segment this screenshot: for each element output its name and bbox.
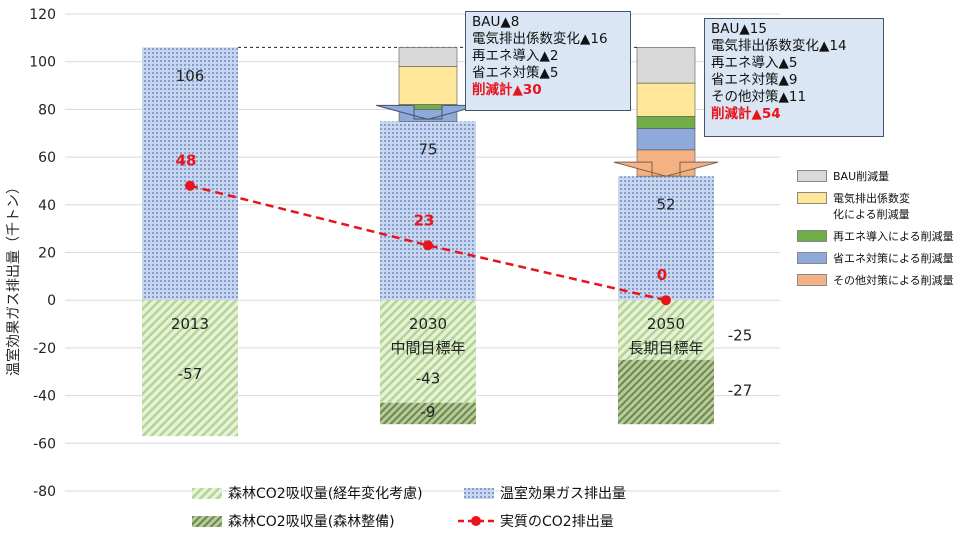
absorption-aging-value-label: -43	[416, 370, 441, 388]
callout-2030: BAU▲8 電気排出係数変化▲16 再エネ導入▲2 省エネ対策▲5 削減計▲30	[465, 11, 631, 111]
legend-item: 実質のCO2排出量	[458, 511, 614, 531]
callout-2050: BAU▲15 電気排出係数変化▲14 再エネ導入▲5 省エネ対策▲9 その他対策…	[704, 18, 884, 137]
net-emission-point	[423, 240, 433, 251]
data-labels: 106 75 52 -57 -43 -25 -9 -27 2013 2030 中間目標年 2050 長期…	[171, 67, 752, 421]
net-emission-series	[189, 184, 667, 302]
category-label: 長期目標年	[628, 339, 703, 357]
emission-bar	[142, 47, 238, 301]
legend-label: その他対策による削減量	[833, 274, 954, 287]
callout-2030-line: 電気排出係数変化▲16	[472, 31, 608, 47]
net-emission-value-label: 48	[176, 152, 197, 170]
y-tick-label: -80	[33, 484, 56, 500]
net-emission-value-label: 0	[657, 266, 667, 284]
legend-item: 森林CO2吸収量(経年変化考慮)	[192, 483, 423, 503]
callout-2030-line: 再エネ導入▲2	[472, 48, 559, 64]
reduction-segment	[398, 47, 458, 67]
legend-item: 省エネ対策による削減量	[797, 250, 972, 266]
legend-label: 実質のCO2排出量	[500, 514, 614, 530]
net-emission-point	[185, 180, 195, 191]
y-tick-label: 20	[38, 246, 56, 262]
reduction-segment	[398, 109, 458, 122]
y-tick-label: 80	[38, 102, 56, 118]
y-axis-label: 温室効果ガス排出量（千トン）	[5, 180, 22, 376]
emission-value-label: 52	[656, 196, 675, 214]
legend-item: 電気排出係数変 化による削減量	[797, 190, 972, 222]
legend-label: 森林CO2吸収量(経年変化考慮)	[228, 486, 423, 502]
absorption-forest-value-label: -27	[728, 382, 753, 400]
net-emission-value-label: 23	[414, 211, 435, 229]
legend-label: 再エネ導入による削減量	[833, 230, 954, 243]
callout-2050-line: 省エネ対策▲9	[711, 72, 798, 88]
callout-2050-line: 電気排出係数変化▲14	[711, 38, 847, 54]
absorption-aging-bar	[380, 300, 476, 403]
legend-swatch	[797, 192, 827, 204]
y-tick-label: 120	[29, 7, 56, 23]
reduction-segment	[636, 116, 696, 129]
callout-2050-total: 削減計▲54	[711, 106, 781, 122]
absorption-forest-value-label: -9	[421, 403, 436, 421]
emission-value-label: 106	[176, 67, 205, 85]
y-tick-label: -20	[33, 341, 56, 357]
absorption-aging-bar	[618, 300, 714, 360]
reduction-segment	[636, 128, 696, 151]
legend-swatch	[192, 515, 222, 527]
y-tick-label: -40	[33, 389, 56, 405]
legend-item: 温室効果ガス排出量	[464, 483, 626, 503]
bars	[142, 46, 719, 437]
net-emission-line: 48 23 0	[176, 152, 671, 306]
legend-swatch	[797, 170, 827, 182]
y-axis-ticks: 120 100 80 60 40 20 0 -20 -40 -60 -80	[29, 7, 56, 500]
legend-item: 森林CO2吸収量(森林整備)	[192, 511, 395, 531]
legend-label-line: 電気排出係数変	[833, 192, 910, 205]
absorption-forest-bar	[618, 359, 714, 425]
y-tick-label: 60	[38, 150, 56, 166]
legend-swatch	[797, 274, 827, 286]
legend-swatch	[797, 230, 827, 242]
callout-2030-line: 省エネ対策▲5	[472, 65, 559, 81]
category-label: 2050	[647, 315, 685, 333]
callout-2030-total: 削減計▲30	[472, 82, 542, 98]
arrow-2050	[613, 161, 719, 177]
absorption-aging-value-label: -25	[728, 327, 753, 345]
category-label: 中間目標年	[390, 339, 465, 357]
reduction-segment	[398, 66, 458, 105]
reduction-legend: BAU削減量 電気排出係数変 化による削減量 再エネ導入による削減量 省エネ対策…	[797, 168, 972, 294]
legend-label: 省エネ対策による削減量	[833, 252, 954, 265]
callout-2030-line: BAU▲8	[472, 14, 520, 30]
emission-value-label: 75	[418, 141, 437, 159]
legend-swatch	[797, 252, 827, 264]
callout-2050-line: 再エネ導入▲5	[711, 55, 798, 71]
legend-item: BAU削減量	[797, 168, 972, 184]
category-label: 2030	[409, 315, 447, 333]
callout-2050-line: その他対策▲11	[711, 89, 807, 105]
legend-item: 再エネ導入による削減量	[797, 228, 972, 244]
emission-bar	[380, 121, 476, 301]
legend-label-line: 化による削減量	[833, 208, 910, 221]
net-emission-point	[661, 295, 671, 306]
callout-2050-line: BAU▲15	[711, 21, 767, 37]
y-tick-label: 100	[29, 55, 56, 71]
y-tick-label: 40	[38, 198, 56, 214]
absorption-aging-bar	[142, 300, 238, 437]
y-tick-label: -60	[33, 436, 56, 452]
emission-bar	[618, 176, 714, 301]
legend-label: BAU削減量	[833, 170, 890, 183]
legend-swatch	[464, 487, 494, 499]
category-label: 2013	[171, 315, 209, 333]
legend-label: 森林CO2吸収量(森林整備)	[228, 514, 395, 530]
y-tick-label: 0	[47, 293, 56, 309]
legend-label: 電気排出係数変 化による削減量	[833, 190, 910, 222]
legend-item: その他対策による削減量	[797, 272, 972, 288]
legend-swatch	[192, 487, 222, 499]
absorption-aging-value-label: -57	[178, 365, 203, 383]
legend-swatch	[458, 516, 494, 526]
arrow-2030	[375, 104, 481, 120]
reduction-segment	[636, 47, 696, 84]
reduction-segment	[636, 82, 696, 117]
absorption-forest-bar	[380, 402, 476, 425]
legend-label: 温室効果ガス排出量	[500, 486, 626, 502]
